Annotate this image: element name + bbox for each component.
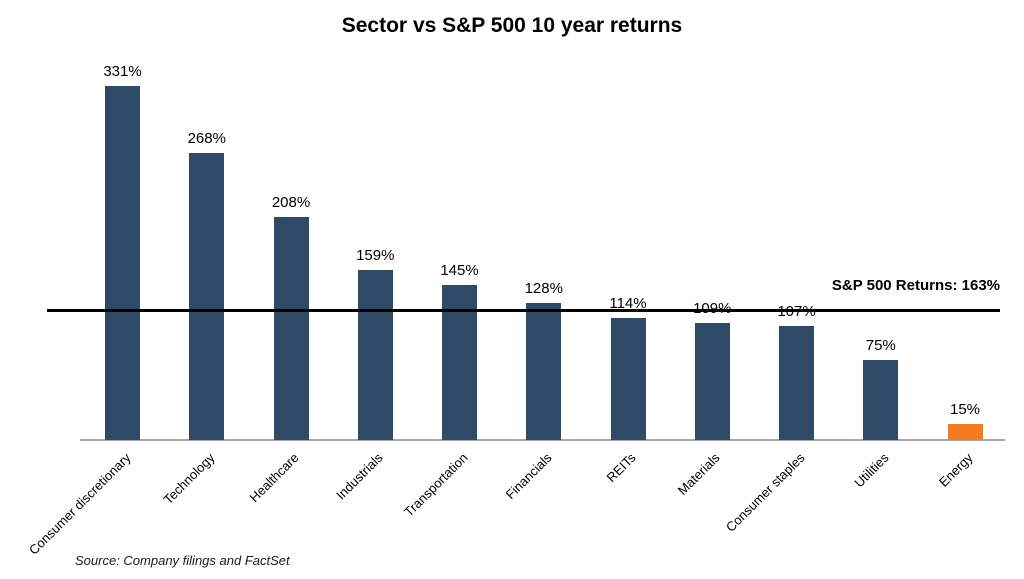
- bar-value-label: 114%: [609, 295, 647, 312]
- bar: [863, 360, 899, 440]
- bar-value-label: 159%: [356, 247, 395, 264]
- sp500-reference-line: [47, 309, 1000, 312]
- sp500-reference-line-label: S&P 500 Returns: 163%: [831, 277, 1000, 294]
- bar: [189, 153, 225, 440]
- bar-value-label: 107%: [777, 303, 816, 320]
- bar-value-label: 331%: [103, 63, 142, 80]
- bar: [947, 424, 983, 440]
- bar: [273, 217, 309, 440]
- bar-value-label: 109%: [693, 300, 732, 317]
- x-axis-line: [80, 439, 1005, 441]
- source-note: Source: Company filings and FactSet: [75, 553, 290, 568]
- bar: [105, 86, 140, 440]
- bar-value-label: 128%: [524, 280, 563, 297]
- bar-value-label: 15%: [949, 401, 981, 418]
- bar: [357, 270, 393, 440]
- bar: [610, 318, 646, 440]
- bar-value-label: 208%: [271, 194, 311, 211]
- bar-value-label: 75%: [865, 337, 896, 354]
- bar-value-label: 145%: [440, 262, 479, 279]
- category-label: Energy: [935, 450, 976, 490]
- bar: [526, 303, 562, 440]
- chart-title: Sector vs S&P 500 10 year returns: [341, 14, 683, 37]
- bar: [779, 326, 814, 440]
- bar: [694, 323, 730, 440]
- bar-value-label: 268%: [187, 130, 226, 147]
